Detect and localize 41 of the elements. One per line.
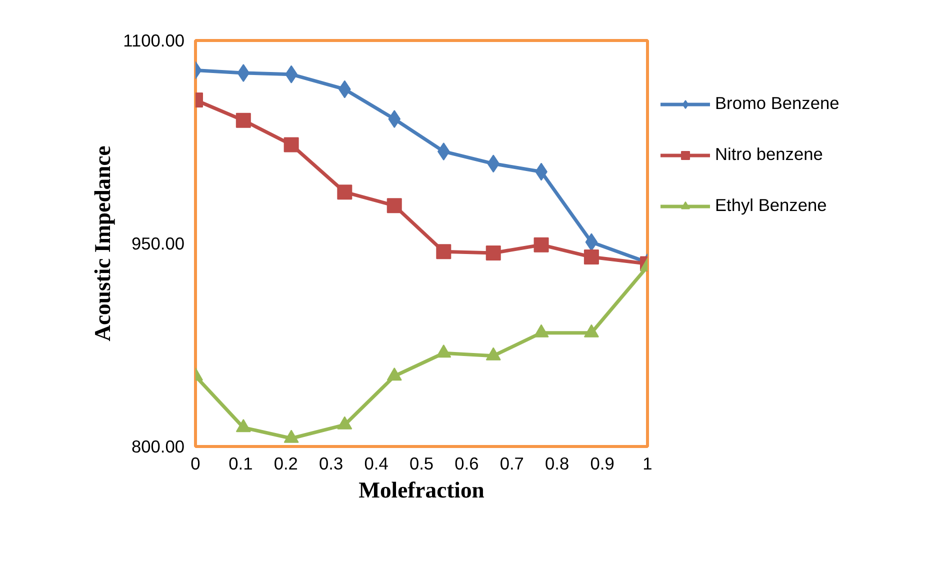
point (486, 347, 501, 360)
point (388, 110, 401, 128)
point (487, 154, 500, 173)
legend-label: Nitro benzene (715, 144, 823, 165)
x-tick-label: 0.8 (545, 454, 570, 474)
x-tick-label: 0.7 (500, 454, 524, 474)
y-tick-label: 950.00 (132, 234, 184, 254)
point (338, 80, 351, 98)
y-tick-label: 1100.00 (123, 30, 185, 50)
point (534, 324, 549, 338)
point (337, 416, 352, 430)
x-tick-label: 1 (642, 454, 652, 474)
y-axis-title: Acoustic Impedance (90, 146, 116, 342)
point (237, 64, 250, 82)
point (584, 250, 599, 265)
x-tick-label: 0.1 (228, 454, 253, 474)
legend-label: Bromo Benzene (715, 93, 840, 114)
point (236, 112, 251, 128)
point (284, 430, 299, 443)
x-tick-label: 0 (190, 454, 200, 474)
point (585, 233, 598, 252)
point (337, 184, 352, 200)
point (284, 137, 299, 152)
point (534, 237, 549, 252)
x-tick-label: 0.4 (364, 454, 389, 474)
x-tick-label: 0.9 (590, 454, 614, 474)
x-axis-title: Molefraction (358, 478, 485, 502)
point (236, 418, 251, 432)
point (386, 368, 402, 381)
point (584, 324, 599, 338)
y-tick-label: 800.00 (132, 436, 184, 456)
legend-label: Ethyl Benzene (715, 195, 827, 216)
x-tick-label: 0.6 (454, 454, 479, 474)
point (437, 142, 450, 160)
x-tick-label: 0.3 (319, 454, 344, 474)
point (386, 198, 402, 214)
point (436, 244, 452, 260)
point (436, 344, 452, 358)
x-tick-label: 0.5 (409, 454, 434, 474)
x-tick-label: 0.2 (274, 454, 298, 474)
point (486, 245, 501, 260)
